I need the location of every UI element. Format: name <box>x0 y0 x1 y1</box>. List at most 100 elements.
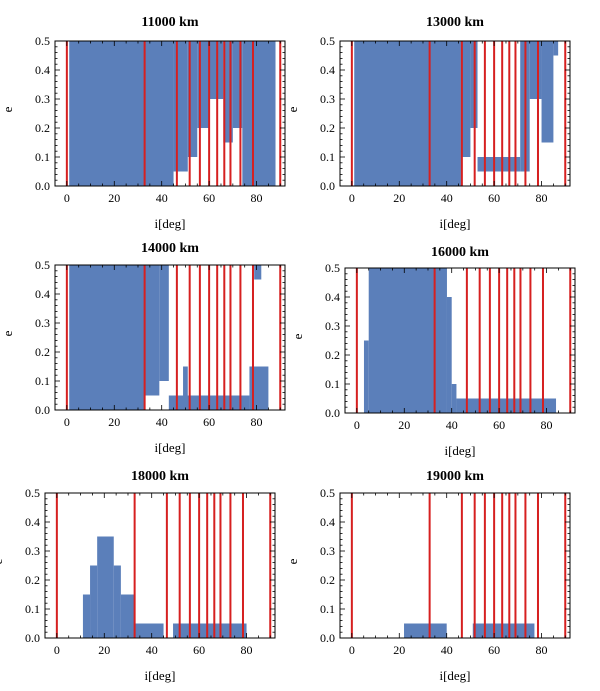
plot-frame <box>339 40 571 187</box>
y-tick-label: 0.5 <box>35 258 50 272</box>
chart-panel-4: 0 20 40 60 80 0.0 0.1 0.2 0.3 0.4 0.5 16000 km i[deg… <box>290 245 576 458</box>
chart-panel-3: 0 20 40 60 80 0.0 0.1 0.2 0.3 0.4 0.5 14000 km i[deg… <box>0 241 286 455</box>
chart-panel-2: 0 20 40 60 80 0.0 0.1 0.2 0.3 0.4 0.5 13000 km i[deg… <box>285 15 571 231</box>
chart-title: 11000 km <box>141 15 199 30</box>
x-tick-label: 80 <box>241 643 253 657</box>
region-block <box>159 265 169 381</box>
region-block <box>529 41 542 99</box>
x-tick-label: 40 <box>441 191 453 205</box>
chart-title: 16000 km <box>431 245 489 260</box>
x-tick-label: 0 <box>349 643 355 657</box>
chart-title: 13000 km <box>426 15 484 30</box>
y-tick-label: 0.0 <box>25 631 40 645</box>
region-block <box>173 41 188 172</box>
x-tick-label: 20 <box>98 643 110 657</box>
x-tick-label: 40 <box>156 415 168 429</box>
y-tick-label: 0.4 <box>320 515 335 529</box>
region-block <box>69 41 174 186</box>
region-block <box>232 41 243 128</box>
region-block <box>451 384 457 413</box>
y-tick-label: 0.5 <box>320 486 335 500</box>
y-tick-label: 0.3 <box>35 316 50 330</box>
region-block <box>82 594 91 638</box>
x-axis-label: i[deg] <box>144 668 175 683</box>
y-tick-label: 0.2 <box>25 573 40 587</box>
y-tick-label: 0.3 <box>25 544 40 558</box>
y-tick-label: 0.0 <box>35 179 50 193</box>
plot-frame <box>44 492 276 639</box>
region-block <box>183 366 188 396</box>
y-tick-label: 0.1 <box>35 374 50 388</box>
x-axis-label: i[deg] <box>154 216 185 231</box>
y-tick-label: 0.5 <box>320 34 335 48</box>
region-block <box>404 623 447 638</box>
region-block <box>354 41 461 186</box>
x-tick-label: 60 <box>488 643 500 657</box>
x-tick-label: 20 <box>398 418 410 432</box>
chart-title: 19000 km <box>426 469 484 484</box>
y-axis-label: e <box>0 558 5 564</box>
x-axis-label: i[deg] <box>439 668 470 683</box>
x-tick-label: 20 <box>108 415 120 429</box>
region-block <box>446 297 452 413</box>
region-block <box>363 340 369 413</box>
region-block <box>97 536 114 638</box>
x-tick-label: 40 <box>441 643 453 657</box>
y-tick-label: 0.2 <box>320 121 335 135</box>
x-axis-label: i[deg] <box>154 440 185 455</box>
y-tick-label: 0.2 <box>325 348 340 362</box>
plot-frame <box>54 264 286 411</box>
x-tick-label: 0 <box>354 418 360 432</box>
y-tick-label: 0.5 <box>25 486 40 500</box>
y-axis-label: e <box>285 558 300 564</box>
y-tick-label: 0.4 <box>320 63 335 77</box>
y-tick-label: 0.4 <box>325 290 340 304</box>
x-tick-label: 60 <box>493 418 505 432</box>
y-tick-label: 0.2 <box>320 573 335 587</box>
y-tick-label: 0.2 <box>35 121 50 135</box>
chart-title: 18000 km <box>131 469 189 484</box>
chart-panel-1: 0 20 40 60 80 0.0 0.1 0.2 0.3 0.4 0.5 11000 km i[deg… <box>0 15 286 231</box>
y-tick-label: 0.3 <box>320 92 335 106</box>
y-tick-label: 0.5 <box>35 34 50 48</box>
y-axis-label: e <box>0 106 15 112</box>
y-tick-label: 0.3 <box>325 319 340 333</box>
y-axis-label: e <box>290 333 305 339</box>
region-block <box>69 265 146 410</box>
chart-panel-5: 0 20 40 60 80 0.0 0.1 0.2 0.3 0.4 0.5 18000 km i[deg… <box>0 469 276 683</box>
y-tick-label: 0.4 <box>35 63 50 77</box>
y-tick-label: 0.0 <box>325 406 340 420</box>
x-tick-label: 0 <box>349 191 355 205</box>
chart-title: 14000 km <box>141 241 199 256</box>
y-tick-label: 0.1 <box>320 150 335 164</box>
x-axis-label: i[deg] <box>444 443 475 458</box>
x-tick-label: 60 <box>193 643 205 657</box>
region-block <box>223 41 233 143</box>
region-block <box>113 565 121 638</box>
y-tick-label: 0.2 <box>35 345 50 359</box>
x-tick-label: 80 <box>536 191 548 205</box>
region-block <box>460 41 471 157</box>
region-block <box>472 623 535 638</box>
y-tick-label: 0.1 <box>35 150 50 164</box>
y-tick-label: 0.1 <box>25 602 40 616</box>
region-block <box>135 623 164 638</box>
x-tick-label: 0 <box>64 191 70 205</box>
region-block <box>120 594 136 638</box>
x-tick-label: 20 <box>108 191 120 205</box>
x-tick-label: 40 <box>146 643 158 657</box>
y-tick-label: 0.3 <box>320 544 335 558</box>
x-tick-label: 60 <box>488 191 500 205</box>
y-tick-label: 0.5 <box>325 261 340 275</box>
plot-frame <box>339 492 571 639</box>
region-block <box>145 265 160 396</box>
region-block <box>553 41 559 56</box>
plot-frame <box>344 267 576 414</box>
x-tick-label: 80 <box>541 418 553 432</box>
x-tick-label: 80 <box>251 415 263 429</box>
chart-panel-6: 0 20 40 60 80 0.0 0.1 0.2 0.3 0.4 0.5 19000 km i[deg… <box>285 469 571 683</box>
y-tick-label: 0.4 <box>25 515 40 529</box>
region-block <box>90 565 98 638</box>
y-tick-label: 0.0 <box>320 631 335 645</box>
y-axis-label: e <box>285 106 300 112</box>
